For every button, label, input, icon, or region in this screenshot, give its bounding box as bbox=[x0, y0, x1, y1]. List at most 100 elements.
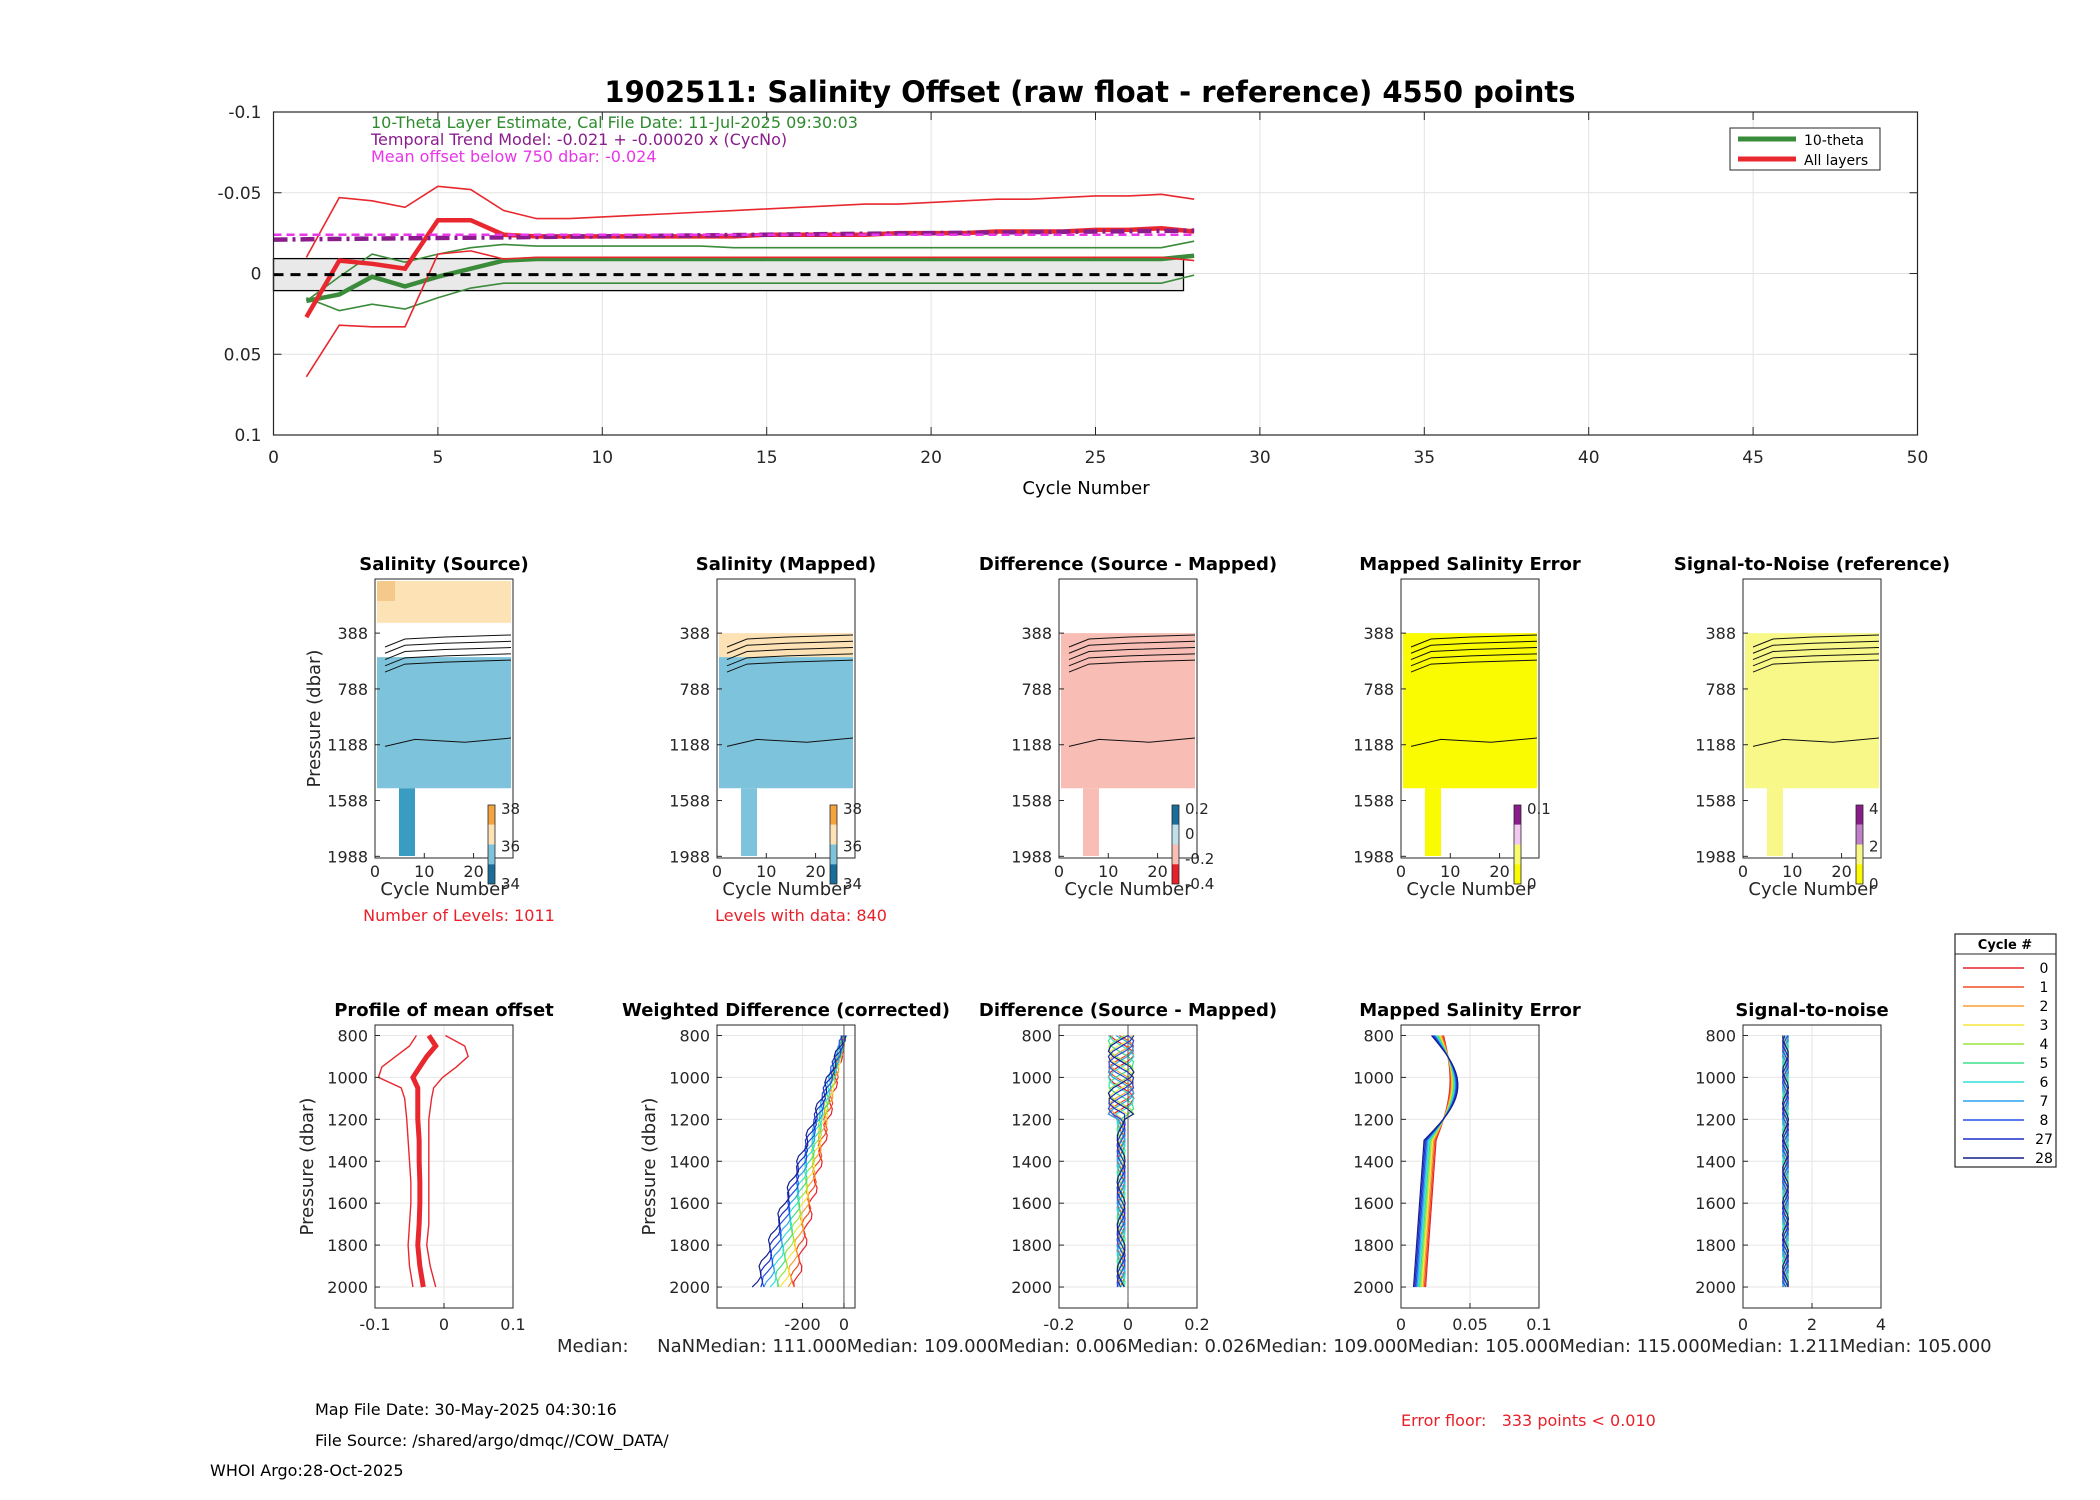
contour-xtick-label: 10 bbox=[1440, 862, 1460, 881]
colorbar-segment bbox=[830, 864, 837, 884]
colorbar-segment bbox=[488, 844, 495, 865]
colorbar-tick-label: 36 bbox=[501, 838, 520, 856]
contour-line-deep bbox=[1410, 737, 1538, 747]
cycle-profile-5 bbox=[775, 1035, 844, 1288]
cycle-profile-8 bbox=[1107, 1035, 1135, 1288]
cycle-legend-label: 5 bbox=[2040, 1056, 2049, 1072]
cycle-profile-4 bbox=[1420, 1035, 1454, 1288]
contour-ytick-label: 1188 bbox=[1353, 736, 1394, 755]
field-upper-layer bbox=[377, 581, 511, 623]
contour-ytick-label: 788 bbox=[1705, 680, 1736, 699]
mean-offset-upper bbox=[426, 1034, 469, 1288]
contour-line-0 bbox=[384, 634, 512, 648]
profile-title: Profile of mean offset bbox=[334, 1000, 554, 1021]
contour-xtick-label: 10 bbox=[1098, 862, 1118, 881]
profile-panel-1: 800 1000 1200 1400 1600 1800 2000 -0.1 0 0.1 Profi… bbox=[297, 1000, 554, 1334]
contour-line-4 bbox=[384, 659, 512, 673]
cycle-profile-0 bbox=[1424, 1035, 1451, 1288]
colorbar-frame bbox=[1855, 804, 1864, 885]
colorbar-segment bbox=[830, 805, 837, 825]
cycle-legend-label: 3 bbox=[2040, 1018, 2049, 1034]
top-xtick-label: 5 bbox=[432, 448, 443, 468]
cycle-profile-2 bbox=[1422, 1035, 1453, 1288]
series-10-theta bbox=[305, 253, 1195, 304]
profile-ytick-label: 1600 bbox=[1011, 1194, 1052, 1213]
top-xtick-label: 50 bbox=[1907, 448, 1929, 468]
contour-xtick-label: 20 bbox=[1831, 862, 1851, 881]
cycle-profile-1 bbox=[1423, 1035, 1452, 1288]
profile-ytick-label: 1000 bbox=[327, 1068, 368, 1087]
profile-ytick-label: 1400 bbox=[1695, 1152, 1736, 1171]
contour-title: Difference (Source - Mapped) bbox=[979, 554, 1277, 575]
whoi-stamp: WHOI Argo:28-Oct-2025 bbox=[210, 1461, 404, 1480]
contour-line-1 bbox=[384, 640, 512, 654]
contour-line-3 bbox=[1068, 653, 1196, 667]
profile-xtick-label: 0.2 bbox=[1184, 1315, 1209, 1334]
colorbar-segment bbox=[1856, 844, 1863, 865]
contour-line-0 bbox=[1410, 634, 1538, 648]
field-main bbox=[719, 657, 853, 789]
profile-xtick-label: -200 bbox=[784, 1315, 820, 1334]
cycle-profile-3 bbox=[1421, 1035, 1453, 1288]
contour-ytick-label: 1188 bbox=[1695, 736, 1736, 755]
profile-xtick-label: 0 bbox=[439, 1315, 449, 1334]
colorbar-tick-label: 0 bbox=[1527, 875, 1537, 893]
contour-xlabel: Cycle Number bbox=[1748, 879, 1876, 900]
top-chart-yticks: -0.1 -0.05 0 0.05 0.1 bbox=[218, 103, 1918, 446]
profile-ytick-label: 1200 bbox=[1011, 1110, 1052, 1129]
contour-frame bbox=[1742, 578, 1882, 859]
cycle-profile-27 bbox=[1107, 1035, 1135, 1288]
colorbar-segment bbox=[830, 844, 837, 865]
profile-ytick-label: 1800 bbox=[669, 1236, 710, 1255]
contour-ytick-label: 788 bbox=[1021, 680, 1052, 699]
legend-label-10theta: 10-theta bbox=[1804, 133, 1864, 149]
top-legend-box bbox=[1729, 127, 1881, 171]
contour-note: Number of Levels: 1011 bbox=[363, 906, 555, 925]
contour-title: Salinity (Source) bbox=[359, 554, 528, 575]
contour-frame bbox=[1058, 578, 1198, 859]
cycle-legend-label: 1 bbox=[2040, 980, 2049, 996]
contour-line-1 bbox=[1410, 640, 1538, 654]
profile-title: Weighted Difference (corrected) bbox=[622, 1000, 950, 1021]
contour-line-0 bbox=[1752, 634, 1880, 648]
cycle-legend-entries: 0 1 2 3 4 5 6 7 8 27 28 bbox=[1963, 961, 2053, 1167]
contour-ytick-label: 1988 bbox=[1695, 847, 1736, 866]
profile-xtick-label: 0.05 bbox=[1452, 1315, 1488, 1334]
profile-xtick-label: 0 bbox=[1396, 1315, 1406, 1334]
profile-xtick-label: 0 bbox=[1738, 1315, 1748, 1334]
colorbar-frame bbox=[487, 804, 496, 885]
contour-xtick-label: 20 bbox=[1147, 862, 1167, 881]
cycle-legend-label: 27 bbox=[2035, 1132, 2053, 1148]
contour-ytick-label: 388 bbox=[679, 624, 710, 643]
profile-frame bbox=[716, 1024, 856, 1309]
contour-ytick-label: 1588 bbox=[327, 792, 368, 811]
colorbar-segment bbox=[1856, 824, 1863, 845]
contour-line-4 bbox=[1068, 659, 1196, 673]
colorbar-tick-label: -0.4 bbox=[1185, 875, 1214, 893]
top-xtick-label: 30 bbox=[1249, 448, 1271, 468]
colorbar-segment bbox=[1856, 864, 1863, 884]
cycle-profile-7 bbox=[1416, 1035, 1457, 1288]
colorbar-segment bbox=[488, 805, 495, 825]
cycle-legend-label: 2 bbox=[2040, 999, 2049, 1015]
field-deep-column bbox=[1425, 788, 1441, 856]
contour-xtick-label: 10 bbox=[756, 862, 776, 881]
contour-xtick-label: 20 bbox=[463, 862, 483, 881]
colorbar-tick-label: -0.2 bbox=[1185, 850, 1214, 868]
colorbar-segment bbox=[1172, 844, 1179, 865]
contour-line-3 bbox=[1752, 653, 1880, 667]
top-xtick-label: 40 bbox=[1578, 448, 1600, 468]
series-10-theta-lower bbox=[305, 240, 1195, 302]
profile-title: Difference (Source - Mapped) bbox=[979, 1000, 1277, 1021]
contour-line-2 bbox=[1410, 647, 1538, 661]
field-main bbox=[1403, 657, 1537, 789]
contour-xlabel: Cycle Number bbox=[722, 879, 850, 900]
profile-xtick-label: 4 bbox=[1876, 1315, 1886, 1334]
cycle-legend-label: 7 bbox=[2040, 1094, 2049, 1110]
